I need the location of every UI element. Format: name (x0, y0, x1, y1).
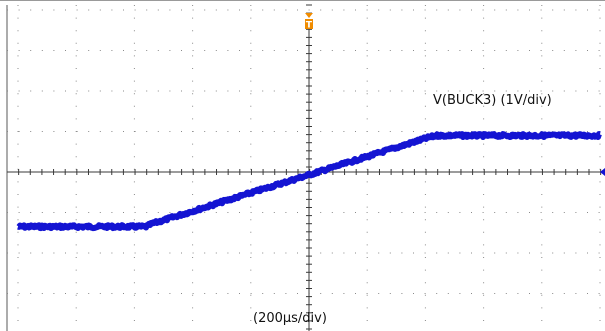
ground-marker-icon (600, 168, 605, 176)
trigger-letter: T (306, 21, 313, 31)
timebase-label: (200μs/div) (253, 311, 327, 326)
trigger-box-icon (305, 19, 313, 29)
markers: T (305, 13, 605, 176)
trigger-arrow-icon (305, 13, 313, 18)
waveform-trace (16, 131, 602, 232)
trace-line (16, 131, 602, 232)
trace-label: V(BUCK3) (1V/div) (433, 93, 552, 108)
